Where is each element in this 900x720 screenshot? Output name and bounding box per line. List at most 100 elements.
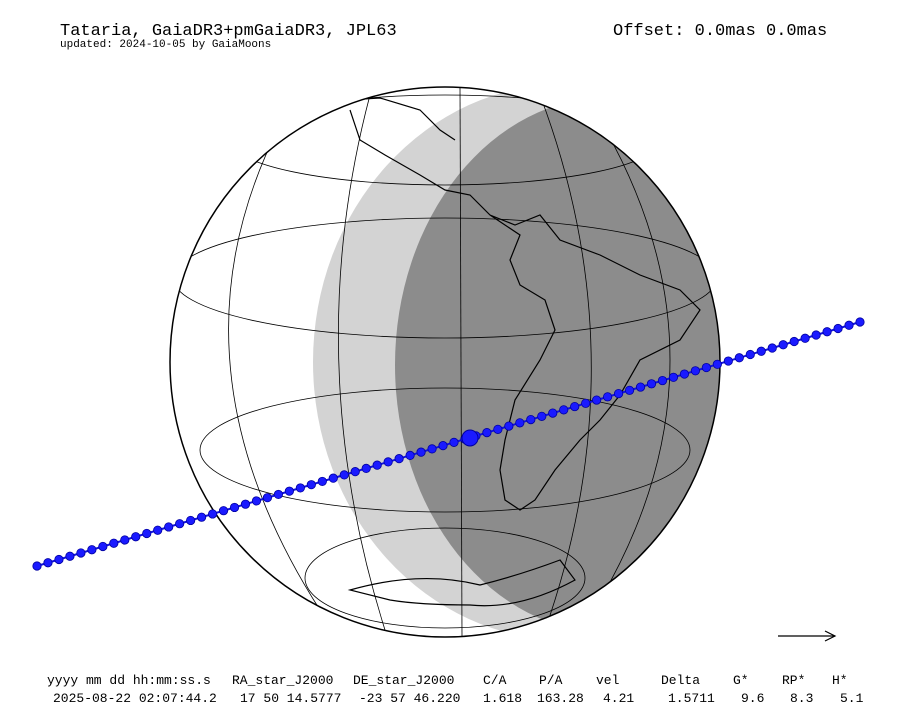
track-dot	[43, 558, 53, 568]
track-dot	[822, 327, 832, 337]
track-dot	[833, 323, 843, 334]
track-line	[36, 321, 861, 567]
track-dot	[405, 450, 415, 460]
meridian	[599, 119, 671, 601]
track-dot	[526, 414, 536, 425]
track-dot	[767, 343, 777, 353]
track-dot	[98, 541, 108, 552]
column-header: G*	[733, 673, 749, 688]
track-dot	[372, 460, 382, 470]
meridian	[337, 94, 386, 631]
track-dot	[383, 457, 393, 467]
track-dot	[207, 509, 218, 519]
track-dot	[87, 545, 97, 555]
track-dot	[54, 554, 64, 565]
track-dot	[416, 447, 426, 457]
occultation-track	[32, 317, 865, 571]
table-cell: 5.1	[840, 691, 864, 706]
track-dot	[723, 356, 733, 366]
track-dot	[449, 437, 459, 447]
track-dot	[240, 499, 251, 509]
column-header: P/A	[539, 673, 563, 688]
column-header: vel	[596, 673, 620, 688]
track-dot	[32, 561, 42, 571]
track-dot	[811, 330, 821, 340]
track-dot	[394, 454, 404, 464]
track-dot	[120, 535, 130, 545]
track-dot	[635, 382, 646, 392]
track-dot	[284, 486, 294, 496]
track-dot	[789, 336, 799, 347]
track-dot	[855, 317, 865, 327]
track-dot	[317, 476, 327, 487]
column-header: RP*	[782, 673, 805, 688]
track-dot	[603, 392, 613, 402]
column-header: yyyy mm dd hh:mm:ss.s	[47, 673, 211, 688]
track-dot	[218, 506, 229, 516]
track-dot	[76, 548, 86, 558]
meridian	[539, 94, 592, 631]
track-dot	[592, 395, 602, 405]
latitude-line	[304, 527, 586, 629]
track-dot	[142, 528, 152, 539]
track-dot	[175, 519, 185, 529]
column-header: C/A	[483, 673, 507, 688]
latitude-line	[199, 387, 691, 513]
track-dot	[493, 424, 503, 434]
motion-arrow-head	[824, 630, 837, 642]
track-dot	[581, 398, 591, 408]
track-dot	[339, 470, 349, 480]
coastline	[347, 559, 576, 607]
track-dot	[657, 375, 668, 386]
table-cell: 4.21	[603, 691, 634, 706]
track-dot	[756, 346, 766, 356]
column-header: RA_star_J2000	[232, 673, 333, 688]
track-dot	[679, 369, 690, 379]
table-cell: 17 50 14.5777	[240, 691, 341, 706]
track-dot	[229, 502, 240, 513]
track-dot	[164, 522, 174, 532]
track-dot	[613, 388, 624, 399]
track-dot	[504, 421, 514, 431]
track-dot	[197, 512, 207, 522]
track-dot	[65, 551, 75, 561]
track-dot	[295, 483, 305, 493]
track-dot	[668, 372, 679, 382]
column-header: Delta	[661, 673, 700, 688]
track-dot	[646, 379, 657, 389]
table-cell: 2025-08-22 02:07:44.2	[53, 691, 217, 706]
table-cell: 1.618	[483, 691, 522, 706]
event-table: yyyy mm dd hh:mm:ss.s RA_star_J2000 DE_sta…	[47, 673, 864, 706]
track-dot	[745, 349, 755, 360]
track-dot	[624, 385, 635, 395]
night-shade	[395, 97, 720, 633]
meridian	[228, 124, 321, 611]
track-dot	[262, 493, 273, 503]
track-dot	[712, 359, 722, 369]
track-dot	[548, 408, 558, 418]
track-dot	[306, 480, 316, 490]
track-dot	[734, 353, 744, 363]
track-dot	[153, 525, 163, 535]
track-dot	[131, 532, 141, 542]
track-dot	[109, 538, 119, 548]
offset: Offset: 0.0mas 0.0mas	[613, 22, 827, 41]
table-cell: 8.3	[790, 691, 813, 706]
track-dot	[438, 441, 448, 451]
track-dot	[559, 405, 569, 415]
meridian	[459, 87, 463, 637]
track-dot	[537, 411, 547, 421]
track-dot	[844, 320, 854, 330]
track-dot	[273, 489, 284, 500]
track-dot	[361, 463, 371, 473]
coastline	[344, 97, 456, 141]
track-dot	[570, 401, 580, 412]
table-cell: 163.28	[537, 691, 584, 706]
track-dot	[690, 366, 701, 376]
track-dot	[350, 467, 360, 477]
track-dot	[800, 333, 810, 343]
subtitle: updated: 2024-10-05 by GaiaMoons	[60, 39, 271, 51]
column-header: DE_star_J2000	[353, 673, 454, 688]
track-dot	[251, 496, 262, 506]
